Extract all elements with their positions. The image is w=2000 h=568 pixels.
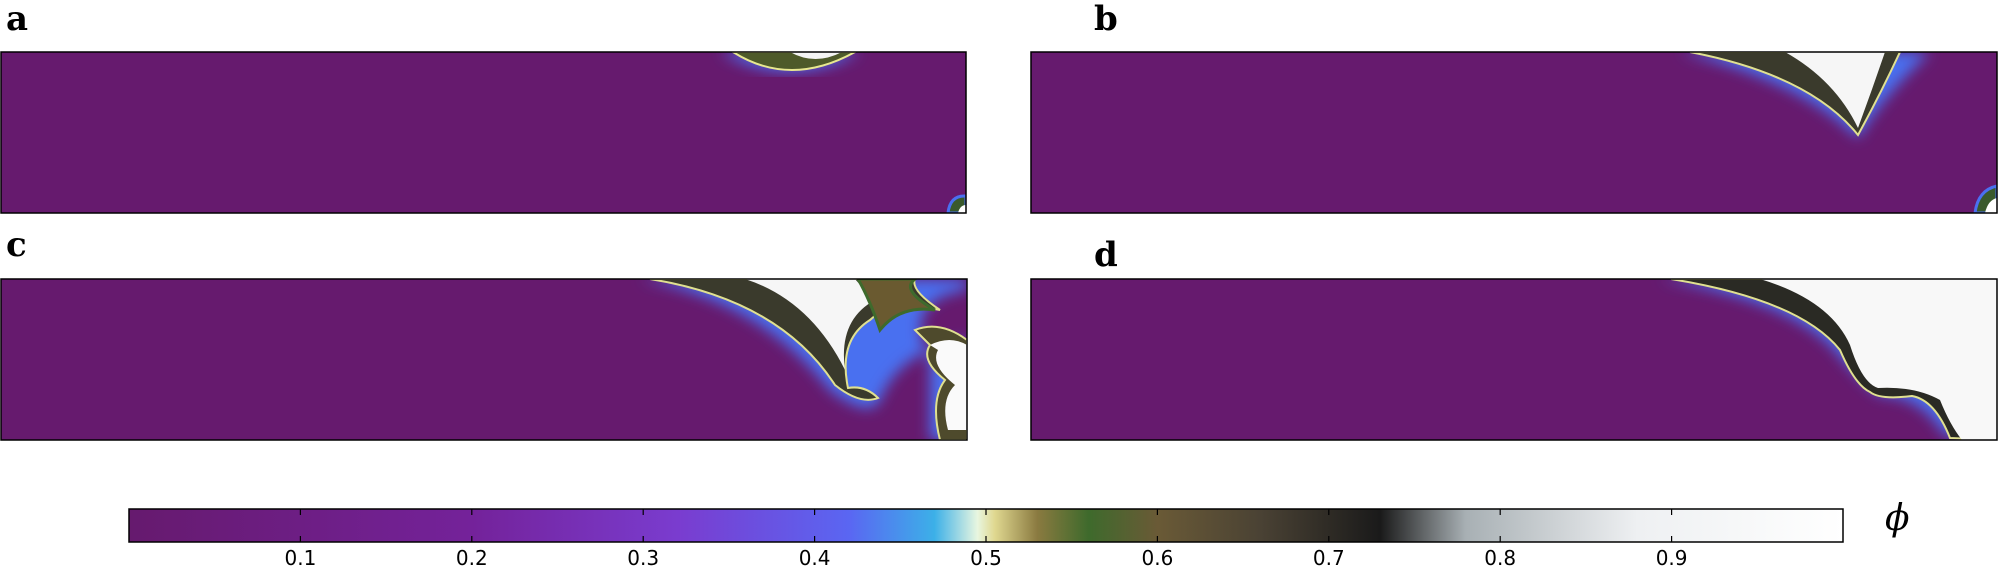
tick-label: 0.6 xyxy=(1141,546,1173,568)
panel-label: a xyxy=(6,0,28,39)
panel-b xyxy=(1031,52,1997,213)
tick-label: 0.5 xyxy=(970,546,1002,568)
panel-label: c xyxy=(6,225,27,265)
colorbar-label: ϕ xyxy=(1885,498,1910,539)
panel-frame xyxy=(0,278,968,441)
panel-frame xyxy=(1030,278,1998,441)
tick-label: 0.8 xyxy=(1484,546,1516,568)
tick-label: 0.4 xyxy=(799,546,831,568)
panel-label: d xyxy=(1094,235,1118,275)
tick-label: 0.9 xyxy=(1656,546,1688,568)
tick-label: 0.1 xyxy=(284,546,316,568)
panel-label: b xyxy=(1094,0,1118,39)
tick-label: 0.7 xyxy=(1313,546,1345,568)
panel-frame xyxy=(0,51,967,214)
panel-d xyxy=(1031,279,1997,440)
tick-label: 0.2 xyxy=(456,546,488,568)
panel-a xyxy=(1,52,966,213)
panel-frame xyxy=(1030,51,1998,214)
panel-c xyxy=(1,279,967,440)
tick-label: 0.3 xyxy=(627,546,659,568)
